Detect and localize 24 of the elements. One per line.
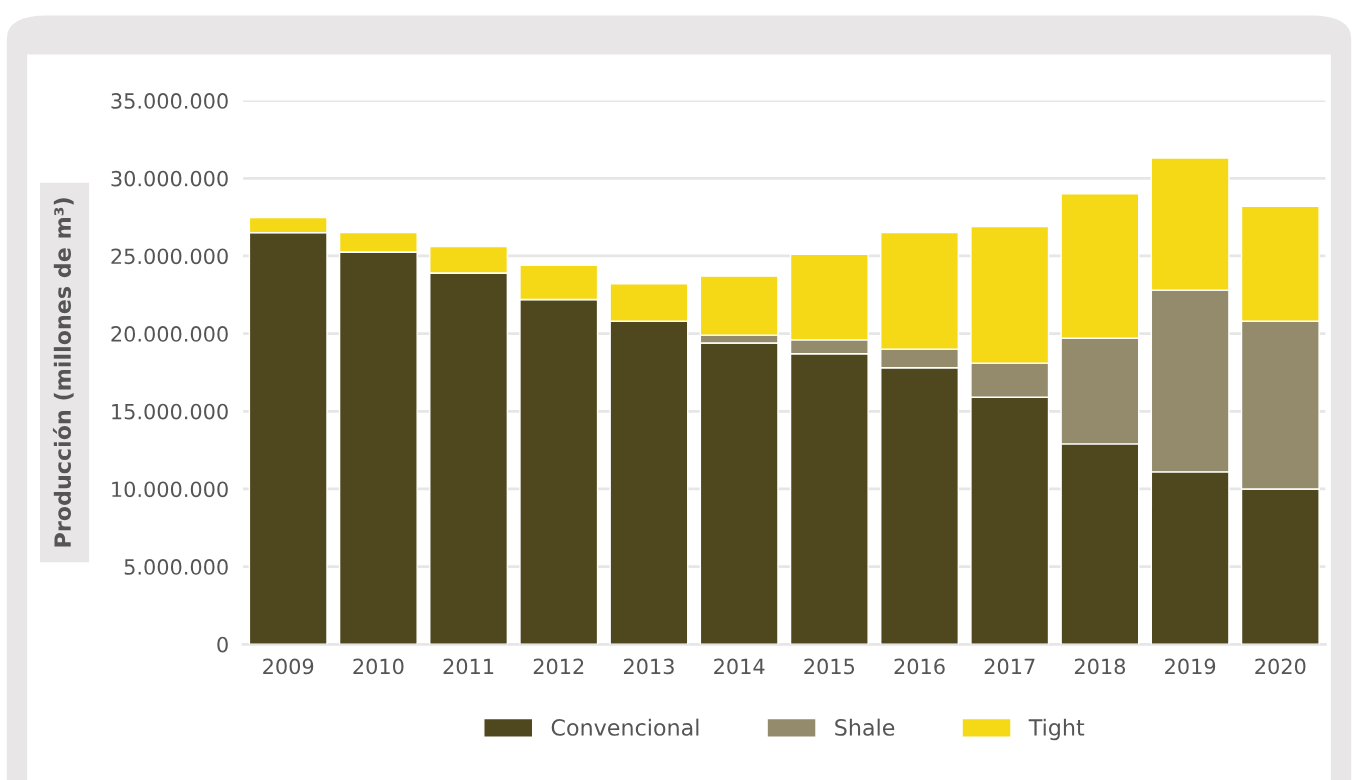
y-tick-label: 10.000.000 bbox=[112, 481, 228, 498]
y-tick-label: 35.000.000 bbox=[111, 93, 228, 109]
x-tick-label: 2020 bbox=[1255, 658, 1306, 675]
x-tick-label: 2009 bbox=[263, 658, 314, 675]
y-tick-label: 0 bbox=[217, 636, 228, 653]
x-tick-label: 2019 bbox=[1165, 658, 1216, 675]
y-tick-label: 30.000.000 bbox=[111, 170, 228, 187]
legend-label: Tight bbox=[1028, 718, 1085, 741]
x-tick-label: 2013 bbox=[623, 658, 674, 675]
x-tick-label: 2011 bbox=[443, 658, 494, 675]
x-tick-label: 2015 bbox=[804, 658, 855, 675]
x-tick-label: 2017 bbox=[984, 658, 1035, 675]
legend-label: Convencional bbox=[551, 718, 699, 736]
legend-label: Shale bbox=[835, 718, 895, 736]
y-tick-label: 5.000.000 bbox=[124, 559, 228, 575]
x-tick-label: 2012 bbox=[533, 658, 584, 675]
x-tick-label: 2014 bbox=[714, 658, 765, 675]
y-axis-title: Producción (millones de m³) bbox=[52, 198, 74, 547]
x-tick-label: 2010 bbox=[353, 658, 404, 675]
y-tick-label: 15.000.000 bbox=[112, 403, 228, 420]
y-tick-label: 25.000.000 bbox=[111, 248, 228, 265]
x-tick-label: 2018 bbox=[1074, 658, 1126, 675]
x-tick-label: 2016 bbox=[894, 658, 945, 675]
y-tick-label: 20.000.000 bbox=[111, 326, 228, 342]
